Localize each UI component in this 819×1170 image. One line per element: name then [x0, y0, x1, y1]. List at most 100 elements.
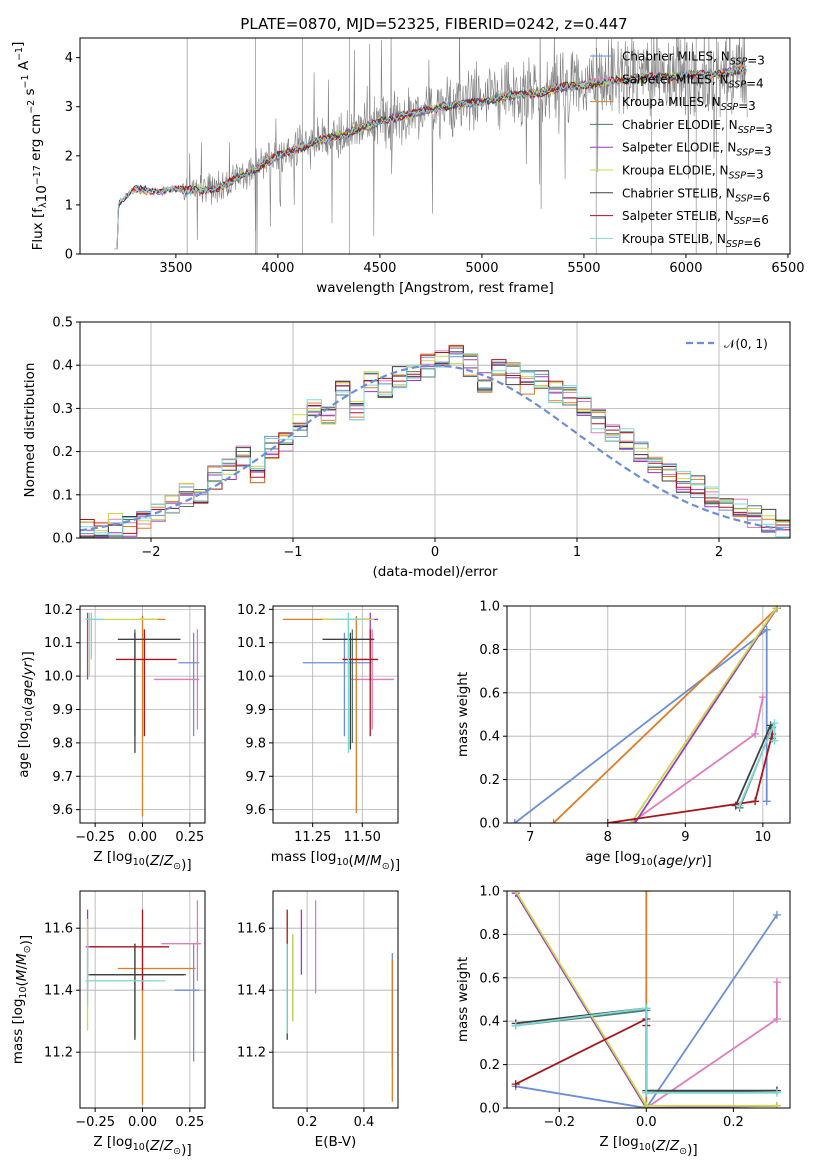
weight-vs-age-ytick-label: 0.8 [479, 643, 500, 658]
label-part: age [log [585, 849, 640, 865]
age-vs-mass-plot-area [282, 612, 395, 813]
label-part: wavelength [Angstrom, rest frame] [316, 280, 554, 296]
label-part: Chabrier MILES, N [622, 50, 730, 64]
spectrum-model-line [114, 66, 747, 250]
weight-vs-Z-plot-area [511, 891, 781, 1108]
mass-vs-Z-ylabel: mass [log10(M/M⊙)] [10, 935, 34, 1064]
residuals-xtick-label: −1 [283, 545, 302, 560]
mass-vs-Z-xtick-label: 0.25 [175, 1115, 204, 1130]
legend-entry: Salpeter MILES, NSSP=4 [622, 72, 764, 90]
label-part: M [14, 953, 30, 965]
weight-marker [772, 910, 781, 919]
residuals-ylabel: Normed distribution [22, 363, 38, 498]
weight-marker [772, 1015, 781, 1024]
weight-vs-Z-ytick-label: 0.0 [479, 1102, 500, 1117]
weight-line [515, 914, 778, 1108]
label-part: Z [log [93, 849, 132, 865]
label-part: Salpeter MILES, N [622, 72, 729, 86]
label-part: SSP [735, 193, 753, 204]
label-part: M [354, 853, 366, 869]
label-part: erg cm [28, 114, 44, 165]
spectrum-xtick-label: 4500 [363, 261, 396, 276]
residual-histogram [80, 355, 790, 538]
label-part: −1 [20, 74, 31, 88]
residuals-ytick-label: 0.0 [52, 532, 73, 547]
weight-vs-age-frame [506, 605, 791, 824]
label-part: Kroupa STELIB, N [622, 232, 726, 246]
residuals-xlabel: (data-model)/error [372, 564, 498, 580]
spectrum-xlabel: wavelength [Angstrom, rest frame] [316, 280, 554, 296]
label-part: / [665, 1138, 670, 1154]
weight-vs-Z-ytick-label: 0.4 [479, 1015, 500, 1030]
weight-marker [549, 819, 558, 823]
weight-marker [642, 891, 651, 895]
weight-marker [511, 1021, 520, 1030]
label-part: ] [10, 42, 26, 47]
spectrum-xtick-label: 5500 [567, 261, 600, 276]
residuals-plot-area [80, 344, 790, 538]
label-part: =3 [746, 168, 764, 182]
label-part: mass [log [271, 849, 337, 865]
weight-marker [603, 819, 612, 823]
label-part: mass weight [455, 957, 471, 1042]
label-part: ( [651, 1138, 656, 1154]
label-part: )] [390, 857, 401, 873]
spectrum-xtick-label: 4000 [261, 261, 294, 276]
age-vs-Z-ylabel: age [log10(age/yr)] [16, 651, 36, 777]
label-part: ( [653, 853, 658, 869]
label-part: A [16, 60, 32, 74]
weight-marker [758, 693, 767, 702]
age-vs-Z-xtick-label: 0.25 [175, 830, 204, 845]
age-vs-Z-ytick-label: 10.2 [44, 603, 73, 618]
age-vs-mass-xlabel: mass [log10(M/M⊙)] [271, 849, 400, 873]
label-part: Z [log [599, 1134, 638, 1150]
label-part: =3 [747, 54, 765, 68]
label-part: / [14, 965, 30, 970]
label-part: / [159, 1138, 164, 1154]
label-part: Chabrier ELODIE, N [622, 118, 738, 132]
age-vs-mass-ytick-label: 9.9 [245, 703, 266, 718]
label-part: 10 [641, 857, 653, 868]
weight-marker [751, 797, 760, 806]
label-part: age [20, 680, 36, 705]
mass-vs-Z-plot-area [85, 900, 202, 1105]
label-part: =6 [751, 213, 769, 227]
label-part: (data-model)/error [372, 564, 498, 580]
mass-vs-EBV-ytick-label: 11.2 [237, 1046, 266, 1061]
label-part: ⊙ [22, 945, 33, 953]
weight-vs-age-xtick-label: 10 [755, 830, 772, 845]
age-vs-mass-ytick-label: 9.6 [245, 803, 266, 818]
label-part: ⊙ [679, 1146, 687, 1157]
residuals-xtick-label: 1 [573, 545, 581, 560]
residuals-ytick-label: 0.3 [52, 402, 73, 417]
label-part: 10 [336, 857, 348, 868]
label-part: SSP [734, 216, 752, 227]
weight-marker [762, 797, 771, 806]
label-part: SSP [729, 79, 747, 90]
weight-marker [511, 891, 520, 895]
weight-line [552, 607, 778, 823]
label-part: SSP [729, 171, 747, 182]
residuals-panel: 𝒩(0, 1) −2 −1 0 1 2 0.0 0.1 0.2 0.3 0.4 0.5 (data-mo… [22, 316, 791, 580]
label-part: SSP [738, 125, 756, 136]
weight-vs-Z-ytick-label: 1.0 [479, 885, 500, 900]
weight-marker [511, 1080, 520, 1089]
label-part: SSP [736, 148, 754, 159]
label-part: Salpeter ELODIE, N [622, 141, 736, 155]
weight-vs-age-ytick-label: 1.0 [479, 600, 500, 615]
weight-vs-Z-xtick-label: 0.2 [723, 1115, 744, 1130]
label-part: Salpeter STELIB, N [622, 209, 734, 223]
legend-entry: Salpeter ELODIE, NSSP=3 [622, 141, 772, 159]
label-part: Z [655, 1138, 666, 1154]
residuals-ytick-label: 0.2 [52, 445, 73, 460]
mass-vs-EBV-plot-area [286, 900, 393, 1102]
spectrum-ylabel: Flux [fλ10−17 erg cm−2 s−1 A−1] [10, 42, 50, 251]
age-vs-Z-ytick-label: 9.9 [52, 703, 73, 718]
label-part: )] [701, 853, 712, 869]
age-vs-mass-ytick-label: 9.8 [245, 736, 266, 751]
spectrum-xtick-label: 6500 [771, 261, 804, 276]
label-part: =3 [755, 122, 773, 136]
weight-marker [762, 625, 771, 634]
legend-entry: Kroupa MILES, NSSP=3 [622, 95, 756, 113]
